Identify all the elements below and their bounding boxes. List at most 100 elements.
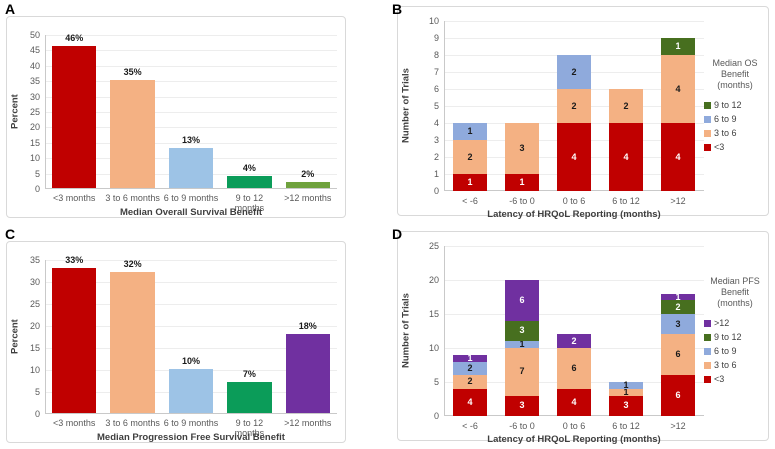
legend-color-swatch — [704, 319, 711, 327]
y-tick-label: 0 — [433, 186, 439, 196]
category-label: < -6 — [462, 421, 478, 431]
bar-segment: 2 — [557, 89, 591, 123]
y-tick-label: 10 — [428, 16, 439, 26]
category-label: <3 months — [53, 418, 96, 428]
legend-entry: 3 to 6 — [704, 359, 766, 370]
panel-c-median-pfs-benefit: C 33% 32% 10% 7% 18% 0 5 10 15 20 25 30 35 <3 months 3… — [0, 225, 387, 449]
bar — [227, 382, 272, 413]
legend-label: 6 to 9 — [714, 345, 737, 356]
legend-color-swatch — [704, 101, 711, 109]
bar — [168, 147, 214, 188]
bar-value-label: 4% — [242, 162, 256, 173]
bar-segment: 1 — [609, 387, 643, 396]
bar — [110, 272, 155, 413]
bar-segment: 1 — [661, 38, 695, 55]
y-tick-label: 45 — [29, 45, 40, 56]
category-label: 0 to 6 — [562, 196, 586, 206]
y-axis-line — [45, 260, 46, 414]
y-tick-label: 25 — [428, 241, 439, 251]
x-axis-title: Latency of HRQoL Reporting (months) — [487, 209, 661, 220]
panel-d-pfs-latency-stacked: D 4 2 2 1 3 7 1 3 6 4 6 2 3 1 1 6 6 3 2 1 0 5 10 15 20 25 < -6 -6 t… — [387, 225, 775, 449]
bar-segment: 4 — [661, 55, 695, 123]
legend-color-swatch — [704, 347, 711, 355]
y-tick-label: 20 — [29, 122, 40, 133]
legend-entry: 9 to 12 — [704, 100, 766, 110]
y-tick-label: 8 — [433, 50, 439, 60]
gridline — [45, 127, 337, 129]
x-axis-title: Median Progression Free Survival Benefit — [97, 432, 285, 443]
legend-label: >12 — [714, 317, 730, 328]
bar — [52, 267, 97, 413]
bar-segment: 3 — [505, 320, 539, 342]
bar — [285, 333, 330, 413]
category-label: 6 to 12 — [612, 421, 640, 431]
bar-segment: 4 — [557, 388, 591, 416]
y-tick-label: 20 — [29, 321, 40, 331]
bar-segment: 2 — [453, 375, 487, 389]
category-label: 9 to 12 months — [234, 193, 265, 213]
bar-value-label: 7% — [242, 369, 256, 380]
gridline — [45, 96, 337, 98]
bar-segment: 2 — [453, 361, 487, 376]
legend-color-swatch — [704, 129, 711, 137]
gridline — [45, 142, 337, 144]
legend-entry: 9 to 12 — [704, 331, 766, 342]
gridline — [45, 65, 337, 67]
panel-letter-a: A — [5, 1, 16, 17]
y-tick-label: 25 — [29, 299, 40, 309]
y-tick-label: 30 — [29, 91, 40, 102]
y-axis-title: Percent — [9, 319, 21, 355]
y-tick-label: 50 — [29, 30, 40, 40]
bar-segment: 1 — [453, 174, 487, 191]
gridline — [444, 314, 704, 315]
bar-value-label: 35% — [123, 67, 142, 78]
legend-color-swatch — [704, 333, 711, 341]
y-tick-label: 0 — [34, 184, 40, 194]
legend: Median OS Benefit (months) 9 to 12 6 to 9 3… — [704, 21, 766, 191]
panel-letter-d: D — [392, 226, 403, 242]
gridline — [45, 112, 337, 113]
bar-value-label: 32% — [123, 259, 142, 270]
bar-segment: 4 — [557, 123, 591, 191]
y-tick-label: 5 — [433, 377, 439, 387]
y-tick-label: 5 — [34, 168, 40, 179]
bar-segment: 3 — [609, 395, 643, 416]
y-axis-line — [45, 35, 46, 189]
x-axis-title: Latency of HRQoL Reporting (months) — [487, 434, 661, 445]
bar-segment: 6 — [505, 280, 539, 321]
category-label: 3 to 6 months — [105, 193, 160, 203]
bar-segment: 3 — [505, 123, 539, 174]
y-tick-label: 5 — [433, 101, 439, 111]
y-axis-title: Percent — [9, 94, 21, 130]
legend-entry: <3 — [704, 142, 766, 152]
y-tick-label: 1 — [433, 169, 439, 179]
category-label: 9 to 12 months — [234, 418, 265, 438]
legend-label: 3 to 6 — [714, 359, 737, 370]
category-label: <3 months — [53, 193, 96, 203]
bar-segment: 1 — [453, 353, 487, 362]
bar-segment: 7 — [505, 348, 539, 396]
legend-entry: 6 to 9 — [704, 114, 766, 124]
gridline — [444, 21, 704, 22]
panel-letter-c: C — [5, 226, 16, 242]
chart-box: 46% 35% 13% 4% 2% 0 5 10 15 20 25 30 35 40 45 50 <3 mont… — [6, 16, 346, 218]
bar — [52, 46, 97, 188]
y-axis-title: Number of Trials — [400, 68, 412, 144]
category-label: >12 months — [284, 193, 332, 203]
gridline — [45, 81, 337, 83]
y-tick-label: 0 — [34, 409, 40, 419]
y-axis-title: Number of Trials — [400, 293, 412, 369]
gridline — [45, 348, 337, 349]
legend-label: <3 — [714, 373, 725, 384]
y-tick-label: 15 — [29, 137, 40, 148]
gridline — [444, 280, 704, 281]
legend-label: 9 to 12 — [714, 331, 742, 342]
bar-segment: 6 — [661, 375, 695, 416]
y-axis-line — [444, 21, 445, 191]
bar-segment: 4 — [609, 123, 643, 191]
bar-segment: 2 — [609, 89, 643, 123]
panel-a-median-os-benefit: A 46% 35% 13% 4% 2% 0 5 10 15 20 25 30 35 40 45 50 <3 mo… — [0, 0, 387, 224]
y-tick-label: 40 — [29, 60, 40, 71]
bar-value-label: 46% — [65, 33, 84, 44]
